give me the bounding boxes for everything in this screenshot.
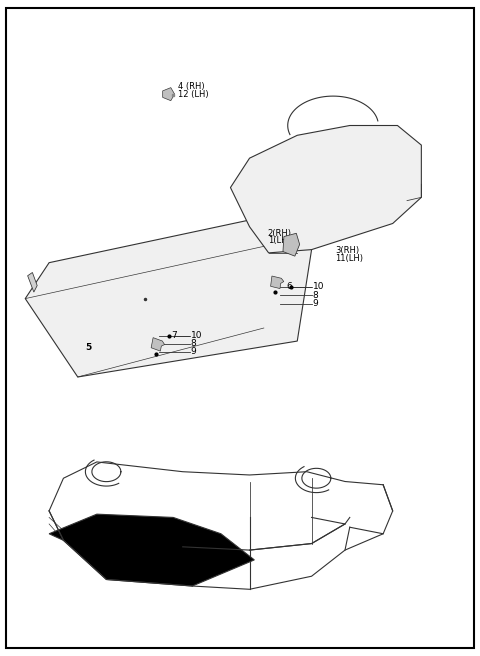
Text: 2(RH): 2(RH) xyxy=(268,229,292,237)
Polygon shape xyxy=(151,338,165,351)
Text: 4 (RH): 4 (RH) xyxy=(178,82,204,91)
Polygon shape xyxy=(49,514,254,586)
Text: 9: 9 xyxy=(191,347,197,356)
Polygon shape xyxy=(28,272,37,292)
Polygon shape xyxy=(283,234,300,256)
Polygon shape xyxy=(163,88,175,100)
Text: 9: 9 xyxy=(312,299,318,308)
Polygon shape xyxy=(230,125,421,253)
Text: 8: 8 xyxy=(312,291,318,300)
Text: 6: 6 xyxy=(287,282,292,291)
Polygon shape xyxy=(271,276,284,289)
Text: 1(LH): 1(LH) xyxy=(268,236,290,245)
Text: 12 (LH): 12 (LH) xyxy=(178,90,209,98)
Text: 8: 8 xyxy=(191,339,197,348)
Text: 7: 7 xyxy=(171,331,177,340)
Text: 11(LH): 11(LH) xyxy=(336,255,363,263)
Text: 5: 5 xyxy=(85,343,91,352)
Text: 10: 10 xyxy=(312,282,324,291)
Text: 10: 10 xyxy=(191,331,203,340)
Text: 3(RH): 3(RH) xyxy=(336,247,360,255)
Polygon shape xyxy=(25,217,312,377)
